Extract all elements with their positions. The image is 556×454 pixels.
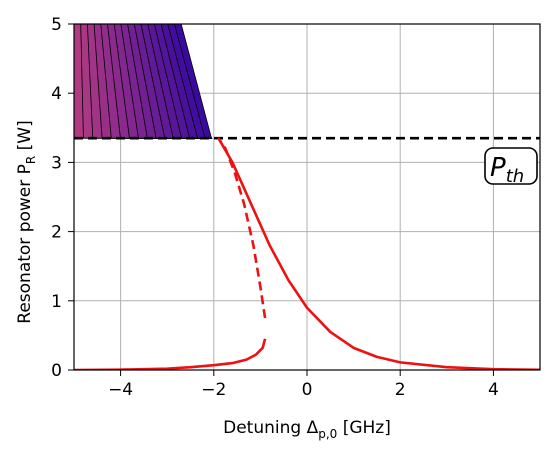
axis-ticks: −4 −2 0 2 4 0 1 2 3 4 5 xyxy=(51,15,499,400)
x-tick-label: 4 xyxy=(488,380,499,400)
y-tick-label: 2 xyxy=(51,223,62,243)
x-tick-label: 2 xyxy=(395,380,406,400)
series-lines xyxy=(74,137,540,370)
threshold-label-box: Pth xyxy=(484,147,538,187)
svg-text:Pth: Pth xyxy=(490,153,524,187)
y-tick-label: 0 xyxy=(51,361,62,381)
y-tick-label: 1 xyxy=(51,292,62,312)
y-tick-label: 4 xyxy=(51,84,62,104)
threshold-label: P xyxy=(490,153,506,183)
x-tick-label: −4 xyxy=(108,380,133,400)
instability-region xyxy=(74,24,213,139)
y-tick-label: 5 xyxy=(51,15,62,35)
series-line-1 xyxy=(74,338,267,370)
series-line-2 xyxy=(217,137,267,319)
series-line-3 xyxy=(217,137,540,370)
x-tick-label: 0 xyxy=(302,380,313,400)
x-axis-label: Detuning Δp,0 [GHz] xyxy=(223,418,391,441)
y-tick-label: 3 xyxy=(51,153,62,173)
region-sector xyxy=(174,24,212,139)
y-axis-label: Resonator power PR [W] xyxy=(15,120,38,323)
threshold-label-sub: th xyxy=(506,166,524,187)
x-tick-label: −2 xyxy=(201,380,226,400)
